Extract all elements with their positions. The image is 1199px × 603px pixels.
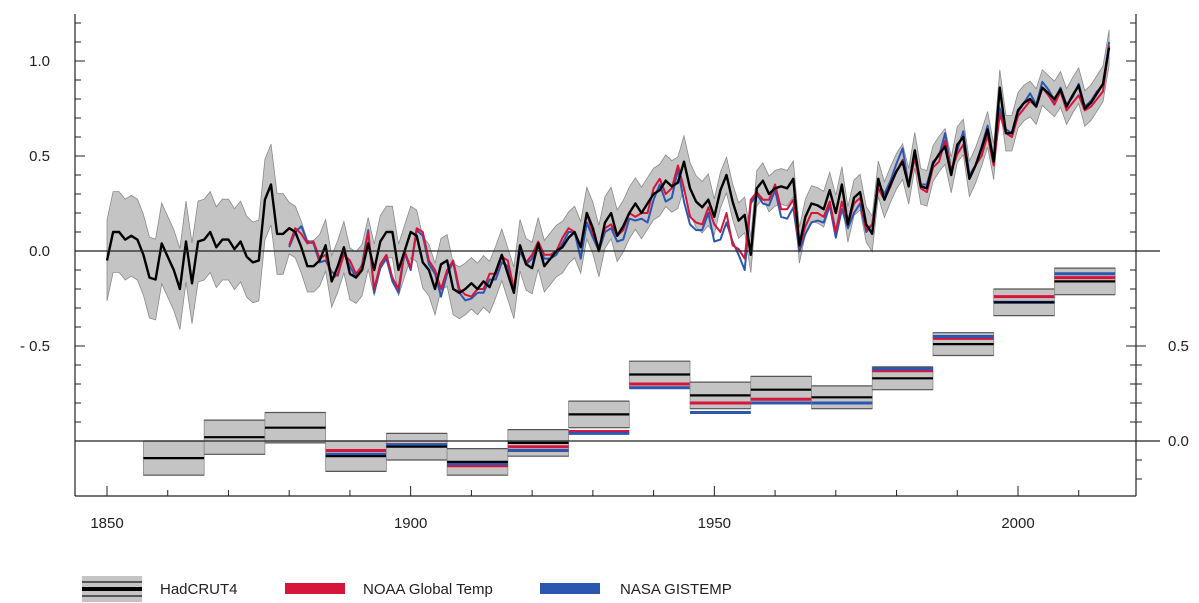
x-tick-label: 1900 xyxy=(394,515,427,532)
annual-y-tick-label: 1.0 xyxy=(29,53,50,70)
x-tick-label: 2000 xyxy=(1001,515,1034,532)
annual-y-tick-label: 0.0 xyxy=(29,243,50,260)
decadal-y-tick-label: 0.0 xyxy=(1168,433,1189,450)
series-noaa xyxy=(288,45,1111,298)
legend-swatch-noaa xyxy=(285,583,345,594)
x-tick-label: 1850 xyxy=(90,515,123,532)
hadcrut4-band xyxy=(106,29,1110,330)
legend: HadCRUT4 NOAA Global Temp NASA GISTEMP xyxy=(82,576,732,602)
legend-label-nasa: NASA GISTEMP xyxy=(620,581,732,598)
legend-swatch-hadcrut4 xyxy=(82,587,142,591)
axes xyxy=(74,14,1160,497)
series-hadcrut4 xyxy=(105,47,1111,294)
annual-series-lines xyxy=(105,41,1111,302)
decadal-y-tick-label: 0.5 xyxy=(1168,338,1189,355)
hadcrut4-uncertainty-band xyxy=(106,29,1110,330)
legend-swatch-nasa xyxy=(540,583,600,594)
x-tick-label: 1950 xyxy=(698,515,731,532)
annual-y-tick-label: - 0.5 xyxy=(20,338,50,355)
annual-y-tick-label: 0.5 xyxy=(29,148,50,165)
decadal-means xyxy=(143,267,1116,476)
legend-label-hadcrut4: HadCRUT4 xyxy=(160,581,238,598)
legend-label-noaa: NOAA Global Temp xyxy=(363,581,493,598)
tick-labels: 1.0 0.5 0.0 - 0.5 0.5 0.0 1850 1900 1950 2000 xyxy=(20,53,1189,532)
